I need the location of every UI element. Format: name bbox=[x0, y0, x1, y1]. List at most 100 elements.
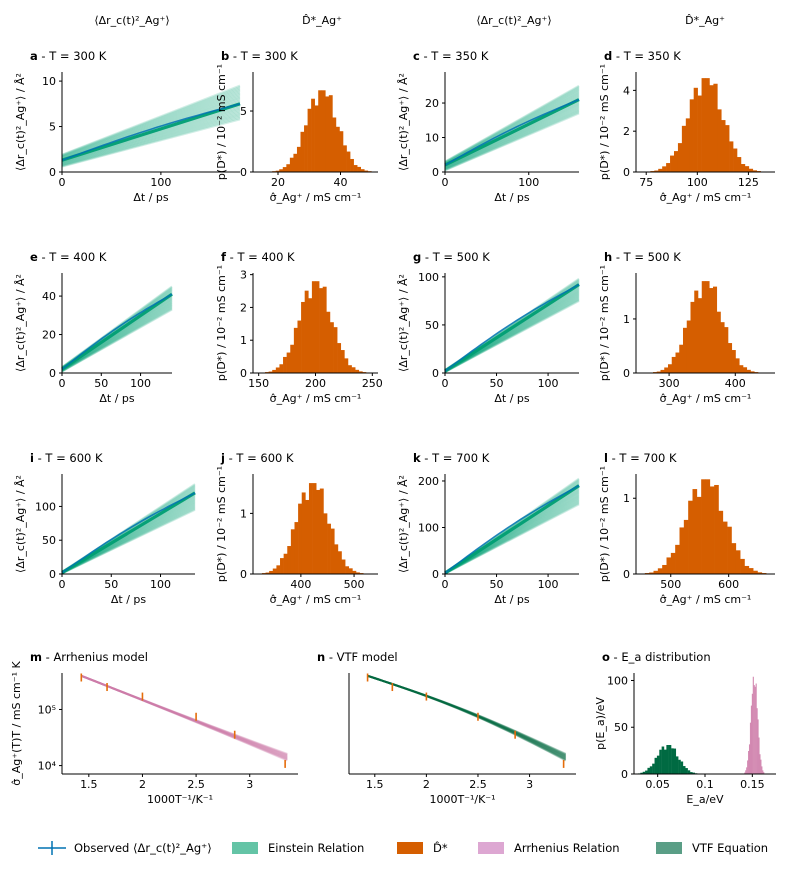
einstein-line bbox=[444, 90, 580, 165]
histogram-bar bbox=[679, 527, 685, 574]
histogram-bar bbox=[727, 526, 732, 574]
panel-n: 1.5 2 2.5 3 1000T⁻¹/K⁻¹ n - VTF model bbox=[317, 650, 576, 806]
y-tick-label: 10 bbox=[42, 75, 56, 88]
fit-line bbox=[367, 674, 567, 761]
einstein-line bbox=[444, 89, 580, 165]
histogram-bar bbox=[681, 125, 687, 172]
x-tick-label: 3 bbox=[526, 778, 533, 791]
einstein-line bbox=[444, 103, 580, 169]
x-tick-label: 1.5 bbox=[366, 778, 384, 791]
histogram-bar bbox=[280, 558, 284, 574]
histogram-bar bbox=[731, 350, 736, 373]
histogram-bar bbox=[318, 90, 323, 172]
histogram-bar bbox=[694, 290, 699, 373]
legend-label-arrhenius: Arrhenius Relation bbox=[514, 841, 620, 855]
y-axis-label: p(E_a)/eV bbox=[594, 697, 607, 750]
histogram-bar bbox=[330, 528, 335, 574]
histogram-bar bbox=[720, 322, 725, 373]
histogram-bar bbox=[757, 572, 763, 574]
histogram-bar bbox=[304, 290, 309, 373]
histogram-bar bbox=[696, 496, 702, 574]
histogram-bar bbox=[658, 168, 663, 172]
histogram-bar bbox=[293, 327, 298, 373]
fit-line bbox=[80, 674, 288, 757]
histogram-bar bbox=[728, 343, 733, 373]
histogram-bar bbox=[348, 568, 353, 574]
einstein-line bbox=[444, 498, 580, 575]
y-tick-label: 100 bbox=[607, 674, 628, 687]
histogram-bar bbox=[693, 87, 698, 172]
histogram-bar bbox=[645, 770, 648, 774]
histogram-bar bbox=[713, 286, 718, 373]
histogram-bar bbox=[675, 352, 680, 373]
x-tick-label: 50 bbox=[490, 578, 504, 591]
y-axis-label: p(D*) / 10⁻² mS cm⁻¹ bbox=[598, 64, 611, 180]
x-tick-label: 100 bbox=[130, 377, 151, 390]
histogram-bar bbox=[752, 170, 757, 172]
histogram-bar bbox=[745, 770, 747, 774]
observed-line bbox=[61, 293, 173, 370]
fit-line bbox=[80, 674, 288, 756]
x-tick-label: 150 bbox=[248, 377, 269, 390]
fit-line bbox=[367, 674, 567, 756]
fit-line bbox=[80, 674, 288, 757]
einstein-line bbox=[444, 296, 580, 373]
histogram-bar bbox=[675, 544, 680, 574]
histogram-bar bbox=[347, 365, 352, 373]
einstein-line bbox=[61, 106, 241, 164]
y-axis-label: ⟨Δr_c(t)²_Ag⁺⟩ / Å² bbox=[397, 475, 410, 573]
histogram-bar bbox=[709, 486, 715, 574]
histogram-bar bbox=[657, 568, 663, 574]
einstein-line bbox=[61, 107, 241, 164]
histogram-bar bbox=[673, 151, 679, 172]
x-tick-label: 2 bbox=[423, 778, 430, 791]
histogram-bar bbox=[343, 145, 347, 172]
histogram-bar bbox=[753, 685, 755, 774]
x-axis-label: Δt / ps bbox=[494, 392, 530, 405]
observed-line bbox=[444, 484, 580, 574]
einstein-line bbox=[61, 285, 173, 369]
histogram-bar bbox=[659, 749, 662, 774]
histogram-bar bbox=[756, 708, 758, 774]
histogram-bar bbox=[746, 767, 748, 774]
legend-swatch-einstein bbox=[232, 842, 258, 854]
histogram-bar bbox=[686, 320, 691, 373]
panel-title-text: - T = 600 K bbox=[225, 451, 294, 465]
x-tick-label: 400 bbox=[725, 377, 746, 390]
histogram-bar bbox=[357, 166, 362, 172]
x-tick-label: 40 bbox=[334, 176, 348, 189]
histogram-bar bbox=[688, 500, 693, 574]
histogram-bar bbox=[677, 143, 683, 172]
einstein-line bbox=[444, 299, 580, 374]
histogram-bar bbox=[294, 522, 299, 574]
y-tick-label: 50 bbox=[614, 721, 628, 734]
x-axis-label: σ̂_Ag⁺ / mS cm⁻¹ bbox=[660, 392, 752, 405]
einstein-line bbox=[61, 92, 241, 159]
histogram-bar bbox=[335, 126, 340, 172]
histogram-bar bbox=[642, 771, 646, 774]
histogram-bar bbox=[351, 367, 356, 373]
y-tick-label: 0 bbox=[240, 166, 247, 179]
x-tick-label: 500 bbox=[344, 578, 365, 591]
fit-line bbox=[367, 674, 567, 761]
histogram-bar bbox=[762, 770, 764, 774]
histogram-bar bbox=[341, 559, 346, 574]
y-tick-label: 4 bbox=[623, 84, 630, 97]
einstein-line bbox=[61, 112, 241, 166]
x-tick-label: 100 bbox=[518, 176, 539, 189]
column-headers: ⟨Δr_c(t)²_Ag⁺⟩ D̂*_Ag⁺ ⟨Δr_c(t)²_Ag⁺⟩ D̂*_A… bbox=[94, 14, 725, 27]
histogram-bar bbox=[739, 365, 744, 373]
panel-title: k - T = 700 K bbox=[413, 451, 490, 465]
x-tick-label: 400 bbox=[290, 578, 311, 591]
x-tick-label: 0.05 bbox=[645, 778, 670, 791]
einstein-line bbox=[61, 88, 241, 158]
histogram-bar bbox=[713, 83, 718, 172]
y-tick-label: 50 bbox=[425, 319, 439, 332]
einstein-line bbox=[61, 506, 196, 575]
histogram-bar bbox=[308, 483, 313, 574]
histogram-bar bbox=[697, 298, 703, 373]
histogram-bar bbox=[311, 98, 315, 172]
panel-h: 300 400 0 1 σ̂_Ag⁺ / mS cm⁻¹ p(D*) / 10⁻² mS … bbox=[598, 250, 775, 405]
legend: Observed ⟨Δr_c(t)²_Ag⁺⟩ Einstein Relation… bbox=[38, 841, 768, 855]
histogram-bar bbox=[743, 367, 748, 373]
